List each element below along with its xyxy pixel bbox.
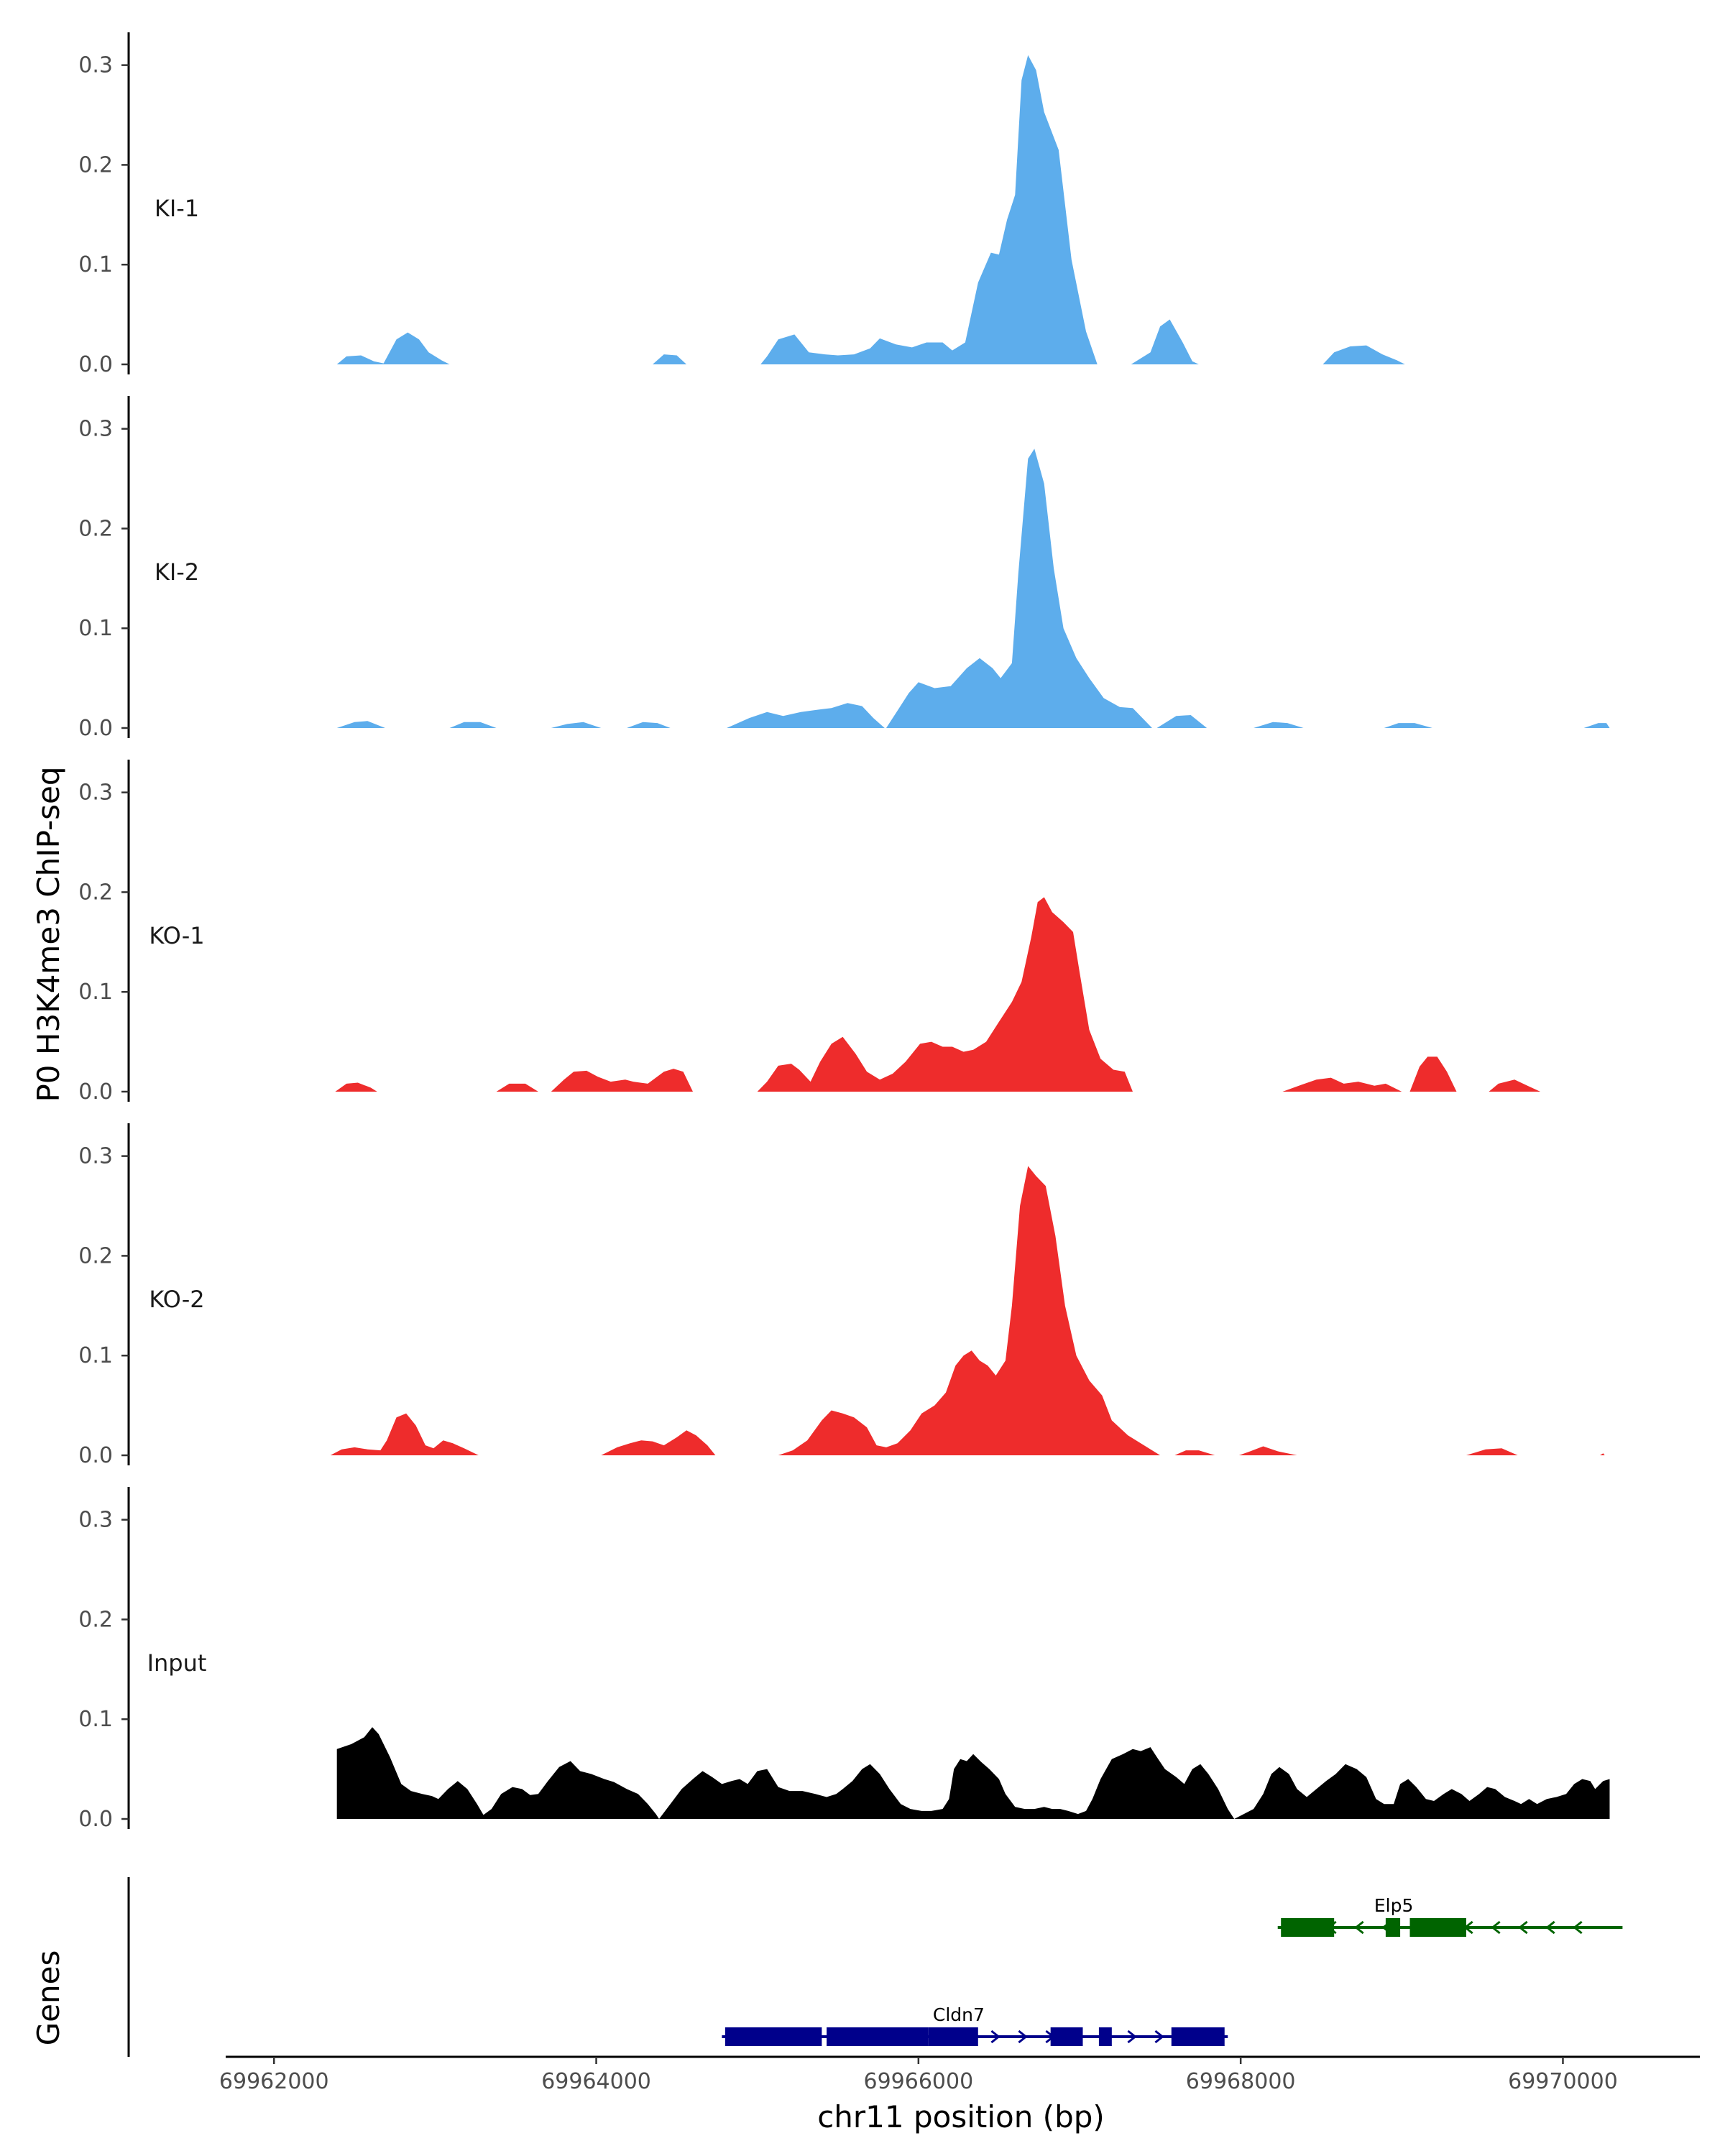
y-tick-label: 0.1 [78, 1707, 113, 1732]
strand-arrow [1518, 1920, 1528, 1935]
y-tick-label: 0.1 [78, 980, 113, 1005]
y-tick-label: 0.2 [78, 516, 113, 541]
signal-area-ki-1 [336, 55, 1405, 365]
gene-exon [1171, 2027, 1225, 2046]
y-tick-label: 0.2 [78, 1607, 113, 1632]
x-axis-title: chr11 position (bp) [817, 2099, 1105, 2134]
y-tick-label: 0.2 [78, 880, 113, 905]
x-tick-label: 69968000 [1186, 2069, 1296, 2094]
y-tick-label: 0.3 [78, 53, 113, 78]
track-ki-2: 0.0 0.1 0.2 0.3 KI-2 [78, 396, 1610, 741]
track-ki-1: 0.0 0.1 0.2 0.3 KI-1 [78, 32, 1405, 377]
x-tick-label: 69966000 [864, 2069, 974, 2094]
gene-exon [1409, 1918, 1466, 1937]
tracks-layer: 0.00.10.20.3KI-10.00.10.20.3KI-20.00.10.… [78, 32, 1610, 1832]
track-label: KI-1 [155, 195, 199, 222]
signal-area-ko-2 [330, 1166, 1605, 1455]
y-tick-label: 0.3 [78, 1144, 113, 1169]
x-tick-label: 69970000 [1508, 2069, 1618, 2094]
gene-exon [1281, 1918, 1335, 1937]
gene-exon [1098, 2027, 1112, 2046]
gene-exon [1385, 1918, 1401, 1937]
gene-label: Elp5 [1374, 1895, 1414, 1916]
y-tick-label: 0.2 [78, 1243, 113, 1268]
y-axis-title: P0 H3K4me3 ChIP-seq [31, 766, 66, 1102]
y-tick-label: 0.3 [78, 780, 113, 806]
strand-arrow [1154, 2030, 1164, 2044]
y-tick-label: 0.3 [78, 1508, 113, 1533]
genes-panel-title: Genes [31, 1950, 66, 2046]
track-label: KO-2 [149, 1286, 204, 1313]
gene-exon [827, 2027, 929, 2046]
x-axis: 69962000 69964000 69966000 69968000 69970000 [219, 2055, 1700, 2094]
gene-exon [928, 2027, 978, 2046]
gene-label: Cldn7 [933, 2004, 985, 2025]
strand-arrow [1545, 1920, 1555, 1935]
track-ko-1: 0.0 0.1 0.2 0.3 KO-1 [78, 760, 1541, 1105]
gene-elp5: Elp5 [1277, 1895, 1623, 1937]
signal-area-ko-1 [335, 897, 1541, 1092]
track-input: 0.0 0.1 0.2 0.3 Input [78, 1487, 1610, 1832]
signal-area-ki-2 [336, 448, 1610, 728]
y-tick-label: 0.0 [78, 716, 113, 741]
x-tick-label: 69964000 [541, 2069, 651, 2094]
y-tick-label: 0.0 [78, 1079, 113, 1105]
gene-exon [724, 2027, 822, 2046]
y-tick-label: 0.0 [78, 352, 113, 377]
gene-cldn7: Cldn7 [722, 2004, 1228, 2046]
track-label: KO-1 [149, 922, 204, 949]
y-tick-label: 0.3 [78, 417, 113, 442]
strand-arrow [1491, 1920, 1501, 1935]
y-tick-label: 0.1 [78, 616, 113, 641]
y-tick-label: 0.2 [78, 152, 113, 178]
y-tick-label: 0.0 [78, 1443, 113, 1468]
strand-arrow [1354, 1920, 1364, 1935]
y-tick-label: 0.1 [78, 252, 113, 277]
y-tick-label: 0.0 [78, 1807, 113, 1832]
x-tick-label: 69962000 [219, 2069, 329, 2094]
track-ko-2: 0.0 0.1 0.2 0.3 KO-2 [78, 1123, 1605, 1468]
genes-layer: Cldn7 Elp5 [127, 1877, 1623, 2057]
y-tick-label: 0.1 [78, 1343, 113, 1368]
track-label: Input [147, 1649, 207, 1677]
gene-exon [1050, 2027, 1083, 2046]
strand-arrow [1018, 2030, 1028, 2044]
strand-arrow [1573, 1920, 1583, 1935]
signal-area-input [336, 1727, 1610, 1819]
strand-arrow [990, 2030, 1000, 2044]
strand-arrow [1127, 2030, 1137, 2044]
track-label: KI-2 [155, 558, 199, 586]
